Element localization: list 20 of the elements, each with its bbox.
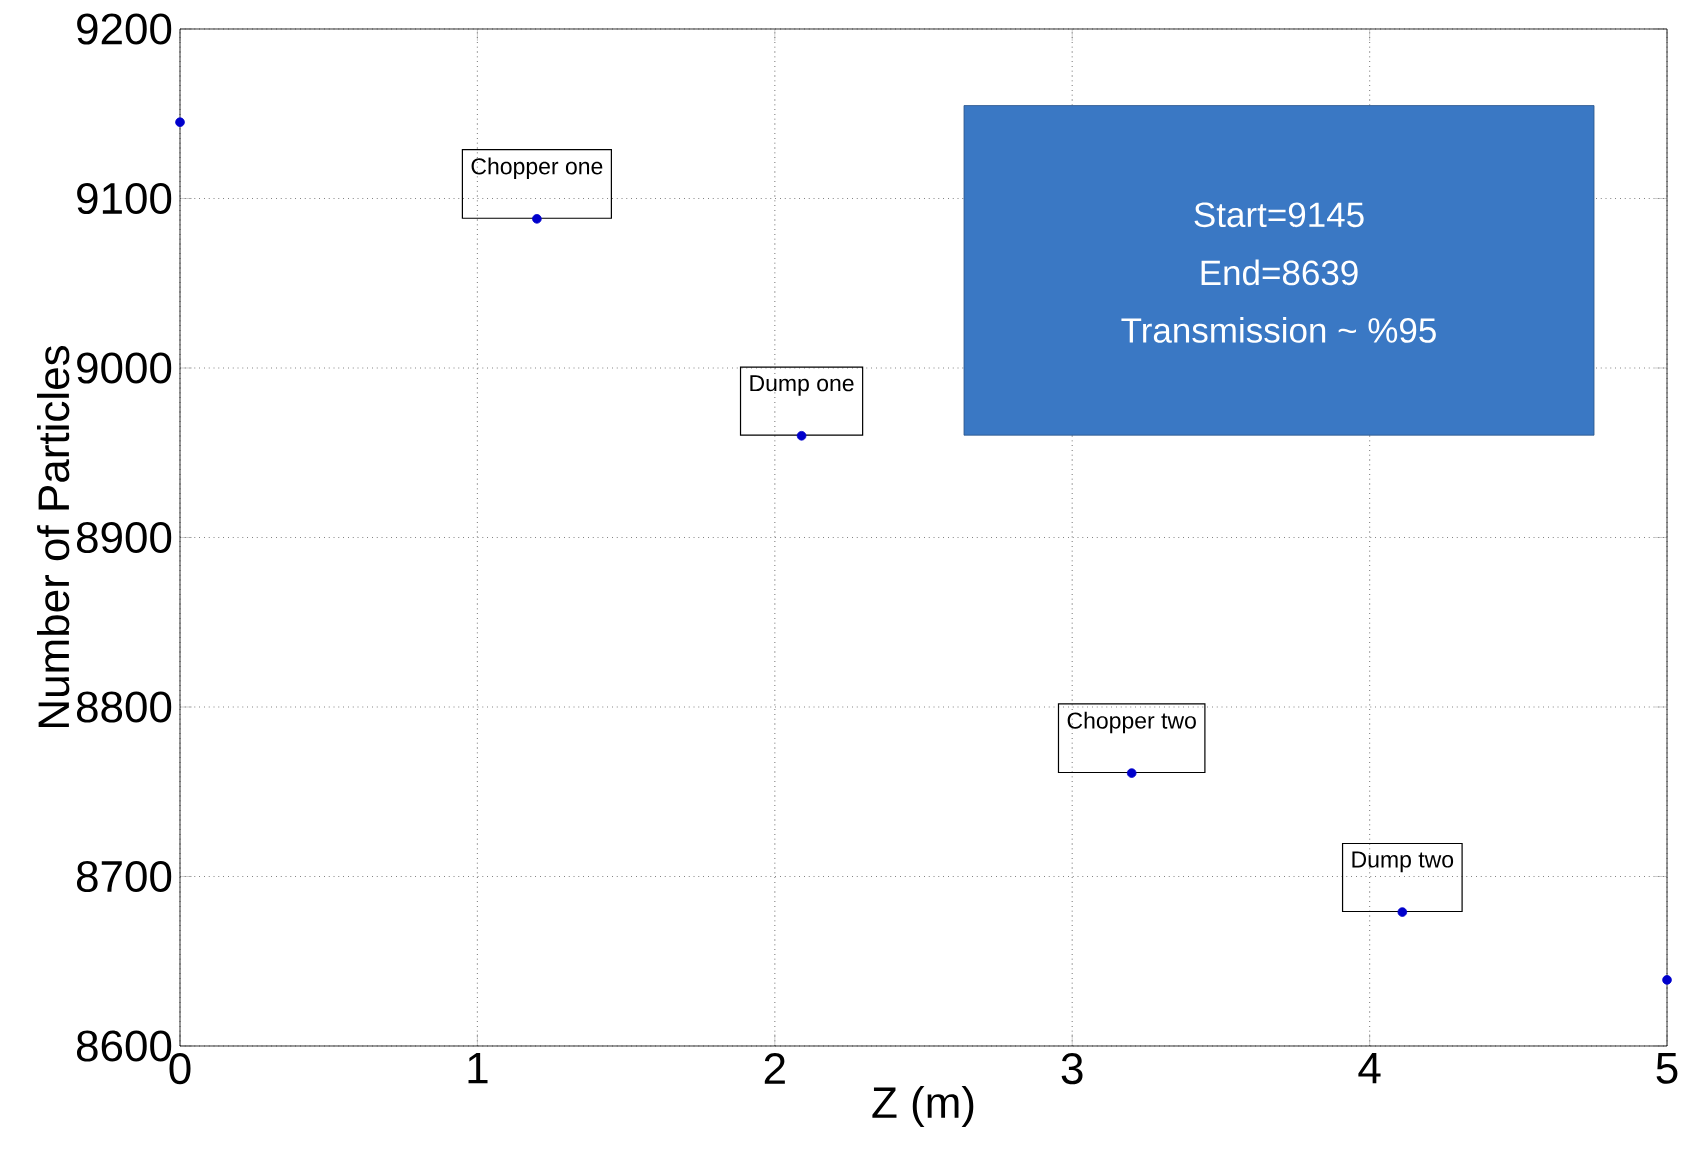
annotation: Dump one xyxy=(750,375,854,396)
annotation: Dump two xyxy=(1352,851,1454,873)
y-tick-label: 9100 xyxy=(77,182,172,215)
annotation: End=8639 xyxy=(1201,259,1358,286)
annotation: Start=9145 xyxy=(1194,202,1364,228)
y-tick-label: 9000 xyxy=(77,352,172,384)
x-tick-label: 5 xyxy=(1656,1053,1678,1084)
annotation: Chopper two xyxy=(1067,711,1196,734)
annotation: Transmission ~ %95 xyxy=(1121,317,1436,343)
x-tick-label: 3 xyxy=(1061,1053,1083,1085)
y-tick-label: 8800 xyxy=(76,691,172,723)
x-axis-title: Z (m) xyxy=(872,1085,974,1127)
y-tick-label: 8900 xyxy=(76,521,172,554)
x-tick-label: 4 xyxy=(1358,1053,1381,1084)
annotation: Chopper one xyxy=(471,157,603,179)
y-tick-label: 8700 xyxy=(76,860,172,893)
y-axis-title: Number of Particles xyxy=(37,345,70,728)
x-tick-label: 1 xyxy=(468,1053,488,1084)
x-tick-label: 2 xyxy=(764,1053,785,1084)
y-tick-label: 9200 xyxy=(77,13,172,45)
